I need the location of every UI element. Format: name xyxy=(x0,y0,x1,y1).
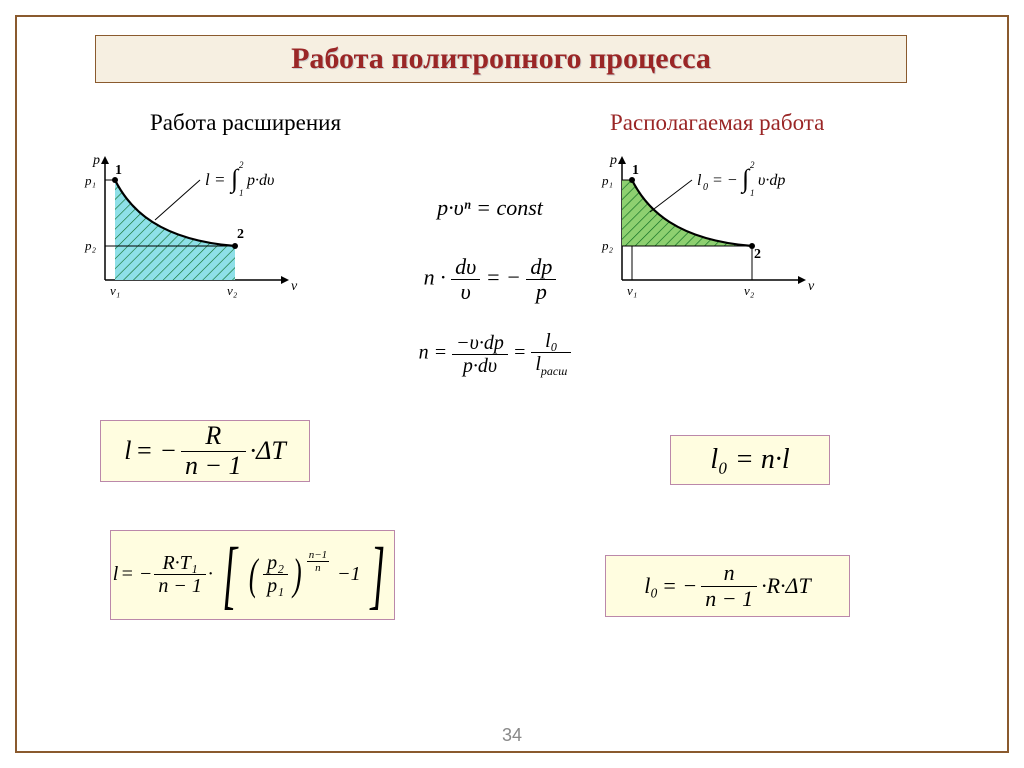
eq3-rnum: l₀ xyxy=(531,330,571,353)
r2-lhs: l₀ xyxy=(644,573,658,599)
l2-coef-num: R·T₁ xyxy=(154,552,206,575)
eq2-den2: p xyxy=(526,280,556,304)
svg-text:2: 2 xyxy=(237,227,244,242)
eq2-den1: υ xyxy=(451,280,480,304)
eq2-num1: dυ xyxy=(451,255,480,280)
svg-text:1: 1 xyxy=(115,163,122,178)
eq1-text: p·υⁿ = const xyxy=(437,195,543,220)
formula-box-l-full: l = − R·T₁ n − 1 · [ ( p₂ p₁ ) n−1 n −1 … xyxy=(110,530,395,620)
svg-text:v₂: v₂ xyxy=(227,283,238,298)
equation-differential: n · dυ υ = − dp p xyxy=(395,255,585,304)
l1-tail: ·ΔT xyxy=(250,436,286,466)
svg-text:l: l xyxy=(697,172,702,189)
svg-text:p·dυ: p·dυ xyxy=(246,172,274,189)
eq3-lnum: −υ·dp xyxy=(452,332,508,355)
svg-text:1: 1 xyxy=(632,163,639,178)
l1-num: R xyxy=(181,422,246,452)
l2-base-den: p₁ xyxy=(263,575,288,597)
svg-text:1: 1 xyxy=(750,188,755,198)
svg-text:2: 2 xyxy=(239,160,244,170)
r2-num: n xyxy=(701,561,757,586)
formula-box-l-simple: l = − R n − 1 ·ΔT xyxy=(100,420,310,482)
svg-text:p: p xyxy=(92,153,100,168)
r2-tail: ·R·ΔT xyxy=(761,573,811,599)
formula-box-l0-nl: l₀ = n·l xyxy=(670,435,830,485)
eq3-rden: lрасш xyxy=(531,353,571,378)
svg-text:p₁: p₁ xyxy=(84,173,96,188)
l1-den: n − 1 xyxy=(181,452,246,481)
svg-text:υ·dp: υ·dp xyxy=(758,172,785,189)
equation-polytropic: p·υⁿ = const xyxy=(400,195,580,221)
subtitle-available-work: Располагаемая работа xyxy=(610,110,824,136)
l2-coef-den: n − 1 xyxy=(154,575,206,597)
pv-diagram-available: p v 1 2 p₁ p₂ v₁ v₂ l 0 = − ∫ 2 1 υ·dp xyxy=(592,150,882,320)
l2-minus1: −1 xyxy=(337,563,361,586)
title-box: Работа политропного процесса xyxy=(95,35,907,83)
eq2-n: n xyxy=(424,265,435,290)
l2-exp-num: n−1 xyxy=(307,549,329,562)
subtitle-expansion-work: Работа расширения xyxy=(150,110,341,136)
svg-text:2: 2 xyxy=(754,247,761,262)
svg-text:0: 0 xyxy=(703,182,708,193)
svg-text:v: v xyxy=(808,279,815,294)
svg-text:p₁: p₁ xyxy=(601,173,613,188)
svg-text:v₁: v₁ xyxy=(110,283,120,298)
svg-text:= −: = − xyxy=(712,172,738,189)
pv-diagram-expansion: p v 1 2 p₁ p₂ v₁ v₂ l = ∫ 2 1 p·dυ xyxy=(75,150,365,320)
equation-n-ratio: n = −υ·dp p·dυ = l₀ lрасш xyxy=(395,330,595,378)
svg-text:p: p xyxy=(609,153,617,168)
svg-text:v₁: v₁ xyxy=(627,283,637,298)
svg-text:p₂: p₂ xyxy=(84,238,97,253)
svg-text:v₂: v₂ xyxy=(744,283,755,298)
eq3-n: n xyxy=(419,342,429,364)
page-title: Работа политропного процесса xyxy=(291,42,711,76)
svg-text:v: v xyxy=(291,279,298,294)
page-number: 34 xyxy=(0,725,1024,746)
eq2-num2: dp xyxy=(526,255,556,280)
r2-den: n − 1 xyxy=(701,587,757,611)
eq3-lden: p·dυ xyxy=(452,355,508,377)
svg-text:1: 1 xyxy=(239,188,244,198)
l1-lhs: l xyxy=(124,436,131,466)
svg-text:2: 2 xyxy=(750,160,755,170)
l2-base-num: p₂ xyxy=(263,552,288,575)
l2-exp-den: n xyxy=(307,562,329,574)
formula-box-l0-full: l₀ = − n n − 1 ·R·ΔT xyxy=(605,555,850,617)
r1-text: l₀ = n·l xyxy=(710,444,789,476)
svg-text:p₂: p₂ xyxy=(601,238,614,253)
l2-lhs: l xyxy=(113,563,119,586)
svg-text:l =: l = xyxy=(205,170,225,189)
